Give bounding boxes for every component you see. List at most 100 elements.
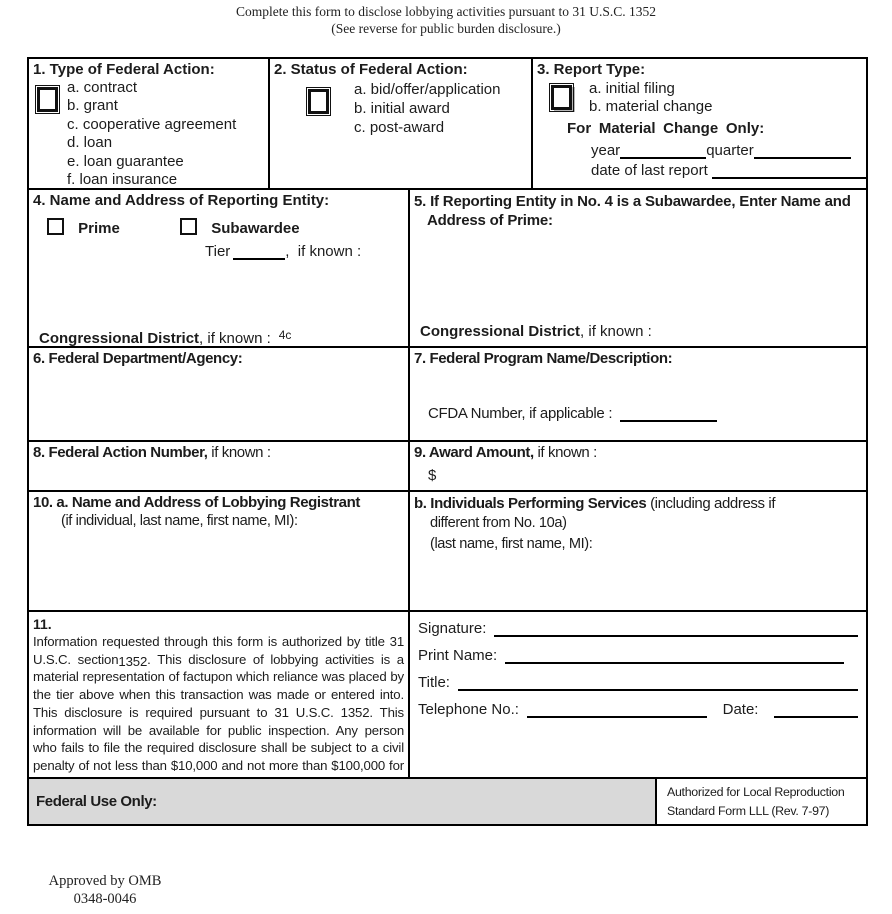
subawardee-checkbox[interactable] (180, 218, 198, 235)
box7-title: 7. Federal Program Name/Description: (414, 350, 673, 367)
box1-option-d: d. loan (67, 134, 113, 152)
box5-title: 5. If Reporting Entity in No. 4 is a Sub… (414, 193, 851, 229)
federal-use-only-label: Federal Use Only: (36, 792, 157, 810)
box10b-line3: (last name, first name, MI): (430, 536, 593, 552)
box-6-federal-department-agency: 6. Federal Department/Agency: (29, 348, 408, 440)
form-instruction-line1: Complete this form to disclose lobbying … (236, 4, 656, 19)
tier-suffix: , if known : (285, 243, 362, 260)
box1-option-b: b. grant (67, 97, 118, 115)
box1-option-c: c. cooperative agreement (67, 115, 237, 133)
subawardee-label: Subawardee (211, 220, 300, 237)
report-type-checkbox[interactable] (549, 83, 574, 112)
box1-option-f: f. loan insurance (67, 171, 178, 188)
box9-title-suffix: if known : (533, 444, 598, 461)
box-2-status-of-federal-action: 2. Status of Federal Action: a. bid/offe… (268, 59, 531, 188)
year-field[interactable] (620, 144, 707, 159)
material-change-heading: For Material Change Only: (567, 119, 765, 137)
box11-text-part1: Information requested through this form … (33, 634, 404, 667)
box-7-federal-program: 7. Federal Program Name/Description: CFD… (408, 348, 866, 440)
row-federal-action: 1. Type of Federal Action: a. contract b… (29, 59, 866, 188)
date-label: Date: (722, 701, 759, 718)
box10b-title-suffix: (including address if (646, 495, 776, 512)
box2-option-a: a. bid/offer/application (354, 81, 501, 98)
box3-title: 3. Report Type: (537, 61, 646, 78)
authorized-line1: Authorized for Local Reproduction (667, 785, 845, 799)
row-action-number-award: 8. Federal Action Number, if known : 9. … (29, 440, 866, 490)
cfda-number-field[interactable] (620, 407, 718, 422)
box11-text-part3: . This disclosure of lobbying activities… (33, 651, 404, 685)
row-lobbying-registrant: 10. a. Name and Address of Lobbying Regi… (29, 490, 866, 610)
date-field[interactable] (774, 703, 858, 718)
row-reporting-entity: 4. Name and Address of Reporting Entity:… (29, 188, 866, 346)
box2-option-b: b. initial award (354, 100, 450, 118)
congressional-district-note: 4c (278, 328, 292, 342)
box-1-type-of-federal-action: 1. Type of Federal Action: a. contract b… (29, 59, 268, 188)
congressional-district-suffix: , if known : (580, 323, 652, 340)
date-of-last-report-label: date of last report (591, 161, 708, 179)
row-department-program: 6. Federal Department/Agency: 7. Federal… (29, 346, 866, 440)
box9-title: 9. Award Amount, (414, 444, 534, 461)
prime-checkbox[interactable] (47, 218, 64, 235)
box8-title-suffix: if known : (207, 444, 271, 461)
box-11-certification: 11. Information requested through this f… (29, 612, 408, 777)
box1-option-e: e. loan guarantee (67, 152, 184, 170)
box4-title: 4. Name and Address of Reporting Entity: (33, 192, 330, 209)
congressional-district-suffix: , if known : (199, 330, 271, 346)
congressional-district-label: Congressional District (39, 330, 200, 346)
box-8-federal-action-number: 8. Federal Action Number, if known : (29, 442, 408, 490)
signature-label: Signature: (418, 620, 487, 637)
signature-field[interactable] (494, 622, 858, 637)
date-of-last-report-field[interactable] (711, 164, 866, 179)
box1-option-a: a. contract (67, 79, 138, 96)
authorized-line2: Standard Form LLL (Rev. 7-97) (667, 804, 830, 818)
box3-option-a: a. initial filing (589, 80, 675, 97)
quarter-label: quarter (706, 141, 754, 159)
award-amount-currency: $ (428, 467, 437, 484)
cfda-label: CFDA Number, if applicable : (428, 405, 613, 422)
box5-congressional-district-line: Congressional District, if known : (420, 323, 652, 341)
print-name-field[interactable] (505, 649, 844, 664)
box10b-line2: different from No. 10a) (430, 515, 567, 531)
title-field[interactable] (457, 676, 858, 691)
tier-label: Tier (205, 243, 231, 260)
box-9-award-amount: 9. Award Amount, if known : $ (408, 442, 866, 490)
type-of-federal-action-checkbox[interactable] (35, 85, 60, 114)
box-3-report-type: 3. Report Type: a. initial filing b. mat… (531, 59, 866, 188)
telephone-field[interactable] (526, 703, 707, 718)
box3-option-b: b. material change (589, 98, 713, 116)
row-federal-use: Federal Use Only: Authorized for Local R… (29, 777, 866, 824)
lobbying-disclosure-form: 1. Type of Federal Action: a. contract b… (27, 57, 868, 826)
omb-number: 0348-0046 (73, 891, 137, 907)
box1-title: 1. Type of Federal Action: (33, 61, 215, 78)
telephone-label: Telephone No.: (418, 701, 519, 718)
box10a-title: 10. a. Name and Address of Lobbying Regi… (33, 494, 360, 511)
box2-option-c: c. post-award (354, 119, 445, 137)
federal-use-only-bar: Federal Use Only: (29, 779, 655, 824)
box-10b-individuals-performing-services: b. Individuals Performing Services (incl… (408, 492, 866, 610)
box11-number: 11. (33, 616, 52, 632)
quarter-field[interactable] (753, 144, 851, 159)
box6-title: 6. Federal Department/Agency: (33, 350, 243, 367)
print-name-label: Print Name: (418, 647, 498, 664)
box10a-subtitle: (if individual, last name, first name, M… (61, 513, 298, 529)
box2-title: 2. Status of Federal Action: (274, 61, 468, 78)
status-of-federal-action-checkbox[interactable] (306, 87, 331, 116)
title-label: Title: (418, 674, 450, 691)
authorized-reproduction-box: Authorized for Local Reproduction Standa… (655, 779, 866, 824)
box10b-title: b. Individuals Performing Services (414, 495, 647, 512)
prime-label: Prime (78, 220, 120, 237)
box-5-prime-name-address: 5. If Reporting Entity in No. 4 is a Sub… (408, 190, 866, 346)
box11-text: Information requested through this form … (33, 633, 404, 777)
congressional-district-label: Congressional District (420, 323, 581, 340)
box11-text-part4: upon which reliance was placed by the ti… (33, 669, 404, 777)
form-instruction-line2: (See reverse for public burden disclosur… (331, 21, 561, 36)
year-label: year (591, 141, 621, 159)
box-10a-lobbying-registrant: 10. a. Name and Address of Lobbying Regi… (29, 492, 408, 610)
tier-field[interactable] (233, 245, 286, 260)
omb-approval: Approved by OMB 0348-0046 (30, 872, 180, 908)
box-4-reporting-entity: 4. Name and Address of Reporting Entity:… (29, 190, 408, 346)
signature-block: Signature: Print Name: Title: Telephone … (408, 612, 866, 777)
box8-title: 8. Federal Action Number, (33, 444, 208, 461)
box11-text-part2: 1352 (118, 653, 148, 669)
omb-line1: Approved by OMB (48, 873, 162, 889)
